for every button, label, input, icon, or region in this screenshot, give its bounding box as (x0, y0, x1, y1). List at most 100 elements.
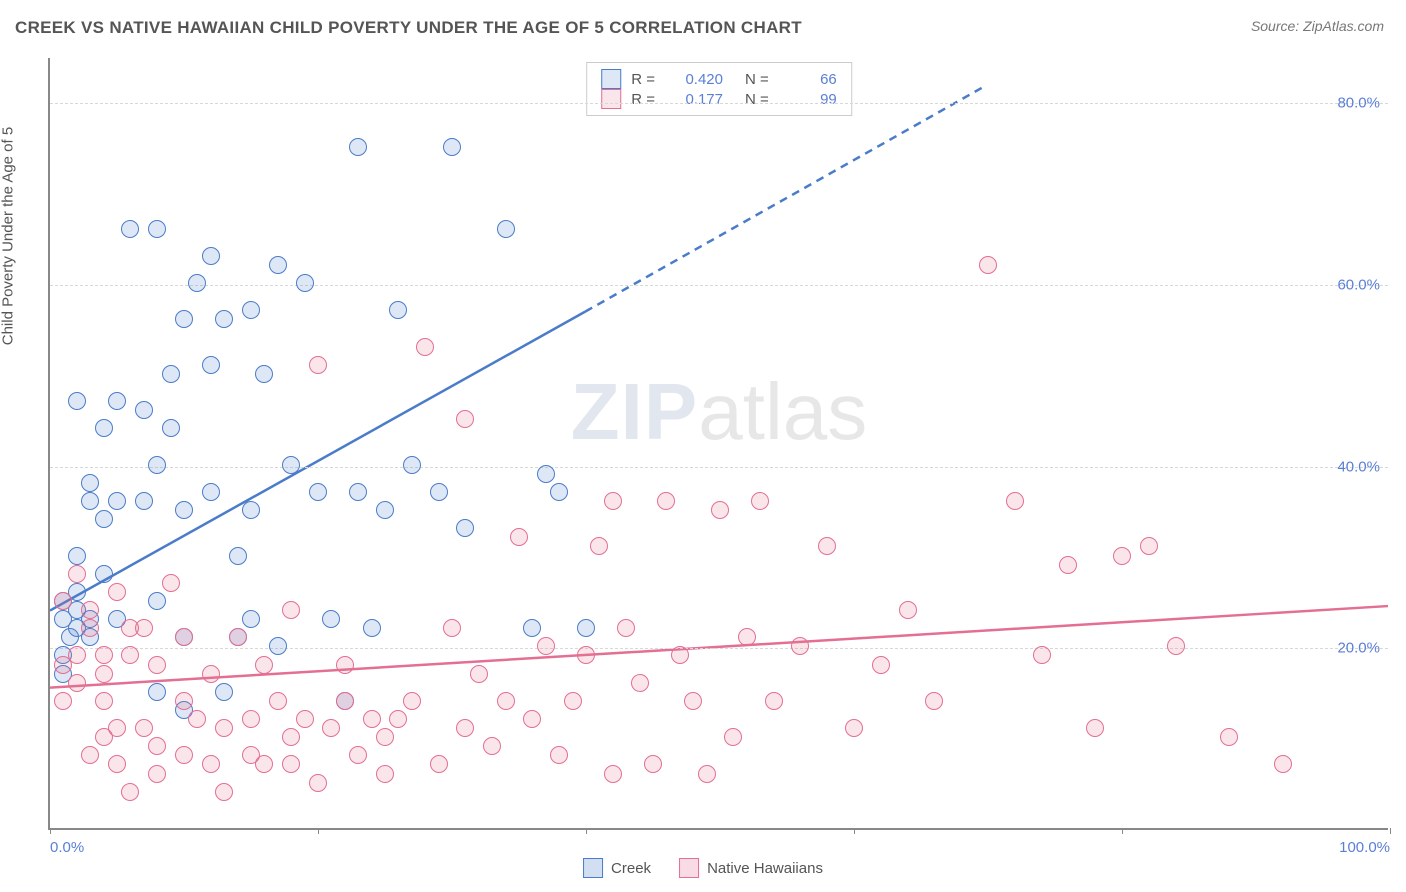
x-tick-mark (854, 828, 855, 834)
gridline-horizontal (50, 285, 1388, 286)
scatter-point (95, 692, 113, 710)
scatter-point (68, 646, 86, 664)
scatter-point (135, 492, 153, 510)
scatter-point (148, 592, 166, 610)
scatter-point (322, 610, 340, 628)
gridline-horizontal (50, 103, 1388, 104)
scatter-point (81, 619, 99, 637)
legend-stat-row: R =0.420N =66 (601, 69, 837, 89)
scatter-point (497, 220, 515, 238)
scatter-point (269, 637, 287, 655)
scatter-point (979, 256, 997, 274)
x-tick-mark (318, 828, 319, 834)
scatter-point (148, 456, 166, 474)
scatter-point (644, 755, 662, 773)
scatter-point (121, 220, 139, 238)
scatter-point (255, 656, 273, 674)
y-axis-label: Child Poverty Under the Age of 5 (0, 127, 17, 345)
scatter-point (684, 692, 702, 710)
scatter-point (95, 646, 113, 664)
scatter-point (148, 656, 166, 674)
scatter-point (242, 301, 260, 319)
scatter-point (1140, 537, 1158, 555)
watermark: ZIPatlas (571, 366, 867, 458)
scatter-point (175, 628, 193, 646)
scatter-point (1086, 719, 1104, 737)
scatter-point (215, 683, 233, 701)
chart-title: CREEK VS NATIVE HAWAIIAN CHILD POVERTY U… (15, 18, 802, 38)
scatter-point (188, 274, 206, 292)
scatter-point (336, 692, 354, 710)
scatter-point (403, 692, 421, 710)
scatter-point (617, 619, 635, 637)
gridline-horizontal (50, 648, 1388, 649)
scatter-point (81, 601, 99, 619)
legend-item: Creek (583, 858, 651, 878)
stat-n-label: N = (745, 71, 769, 88)
stat-n-label: N = (745, 91, 769, 108)
y-tick-label: 20.0% (1337, 640, 1380, 657)
scatter-point (229, 547, 247, 565)
scatter-point (162, 574, 180, 592)
scatter-point (590, 537, 608, 555)
scatter-point (430, 483, 448, 501)
scatter-point (296, 274, 314, 292)
gridline-horizontal (50, 467, 1388, 468)
stat-n-value: 99 (779, 91, 837, 108)
scatter-point (175, 692, 193, 710)
scatter-point (349, 138, 367, 156)
scatter-point (470, 665, 488, 683)
scatter-point (148, 737, 166, 755)
scatter-point (108, 719, 126, 737)
scatter-point (175, 746, 193, 764)
scatter-point (81, 474, 99, 492)
scatter-point (698, 765, 716, 783)
scatter-point (657, 492, 675, 510)
scatter-point (68, 674, 86, 692)
scatter-point (68, 565, 86, 583)
scatter-point (269, 692, 287, 710)
scatter-point (523, 710, 541, 728)
x-tick-label: 0.0% (50, 839, 84, 856)
scatter-point (497, 692, 515, 710)
scatter-point (550, 483, 568, 501)
x-tick-mark (50, 828, 51, 834)
scatter-point (188, 710, 206, 728)
source-attribution: Source: ZipAtlas.com (1251, 18, 1384, 34)
scatter-point (376, 728, 394, 746)
watermark-zip: ZIP (571, 367, 698, 456)
scatter-point (363, 710, 381, 728)
scatter-point (309, 356, 327, 374)
scatter-point (550, 746, 568, 764)
scatter-point (282, 456, 300, 474)
y-tick-label: 40.0% (1337, 458, 1380, 475)
scatter-point (54, 692, 72, 710)
scatter-point (510, 528, 528, 546)
scatter-point (282, 601, 300, 619)
scatter-point (148, 683, 166, 701)
scatter-point (537, 637, 555, 655)
x-tick-label: 100.0% (1339, 839, 1390, 856)
scatter-point (148, 220, 166, 238)
scatter-point (202, 247, 220, 265)
scatter-point (456, 410, 474, 428)
scatter-point (282, 755, 300, 773)
scatter-point (349, 483, 367, 501)
scatter-point (148, 765, 166, 783)
scatter-point (68, 547, 86, 565)
scatter-point (95, 565, 113, 583)
scatter-point (296, 710, 314, 728)
scatter-point (537, 465, 555, 483)
scatter-point (108, 755, 126, 773)
scatter-point (202, 755, 220, 773)
scatter-point (1167, 637, 1185, 655)
scatter-point (389, 710, 407, 728)
scatter-point (349, 746, 367, 764)
scatter-point (738, 628, 756, 646)
scatter-point (108, 492, 126, 510)
x-tick-mark (1390, 828, 1391, 834)
scatter-point (81, 492, 99, 510)
correlation-legend: R =0.420N =66R =0.177N =99 (586, 62, 852, 116)
scatter-point (1113, 547, 1131, 565)
scatter-point (121, 646, 139, 664)
